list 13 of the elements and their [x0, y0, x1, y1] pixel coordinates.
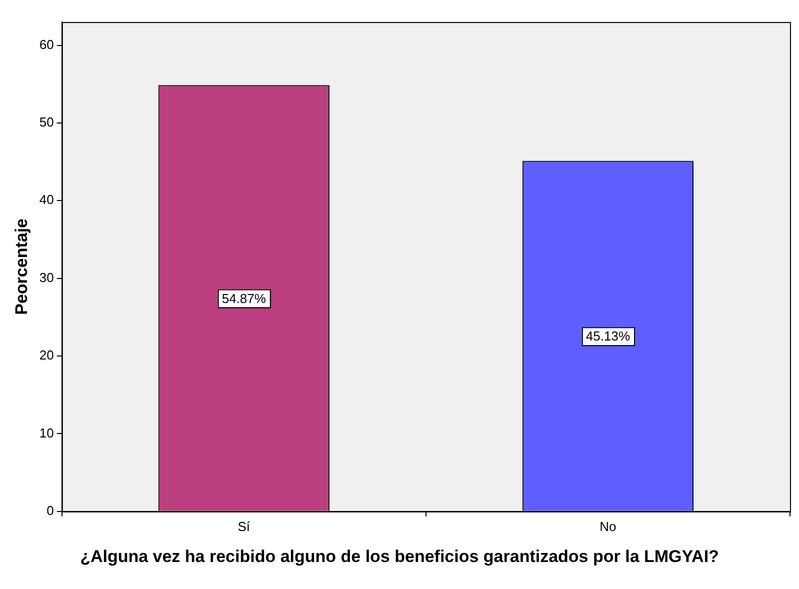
data-label: 54.87% [222, 290, 266, 306]
x-axis-title: ¿Alguna vez ha recibido alguno de los beneficios garantizados por la LMGYAI? [79, 547, 720, 566]
y-tick-label: 30 [39, 270, 54, 285]
y-tick-label: 40 [39, 192, 54, 208]
y-tick-label: 60 [39, 36, 54, 52]
data-label: 45.13% [586, 328, 630, 344]
y-tick-label: 0 [46, 502, 54, 518]
y-tick-label: 20 [39, 348, 54, 363]
y-tick-label: 10 [39, 425, 54, 440]
x-tick-label: No [600, 518, 616, 534]
x-tick-label: Sí [238, 518, 250, 534]
y-axis-title: Peorcentaje [12, 218, 31, 315]
y-tick-label: 50 [39, 114, 54, 130]
